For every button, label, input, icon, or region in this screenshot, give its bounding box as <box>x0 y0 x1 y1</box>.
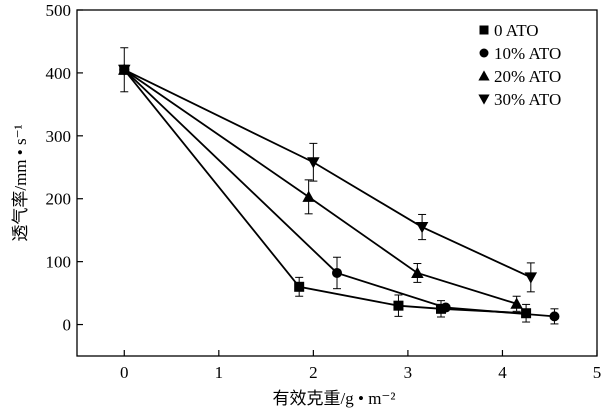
y-tick-label: 500 <box>46 1 72 20</box>
y-axis-title: 透气率/mm • s⁻¹ <box>11 124 30 241</box>
series-line <box>123 69 527 315</box>
data-point <box>411 266 424 278</box>
x-tick-label: 1 <box>215 363 224 382</box>
data-point <box>549 311 560 322</box>
legend: 0 ATO 10% ATO 20% ATO 30% ATO <box>478 21 561 109</box>
legend-label: 0 ATO <box>494 21 539 40</box>
x-tick-label: 2 <box>309 363 318 382</box>
data-point <box>302 190 315 202</box>
data-point <box>524 272 538 284</box>
series-0 <box>119 64 532 323</box>
data-point <box>510 297 523 309</box>
x-tick-label: 3 <box>404 363 413 382</box>
x-tick-label: 5 <box>593 363 602 382</box>
legend-marker <box>479 48 489 58</box>
series-2 <box>118 63 523 312</box>
legend-label: 30% ATO <box>494 90 561 109</box>
data-point <box>332 267 342 278</box>
y-tick-label: 300 <box>46 127 72 146</box>
data-point <box>440 302 451 313</box>
legend-marker <box>478 94 490 105</box>
x-tick-label: 4 <box>498 363 507 382</box>
x-axis-title: 有效克重/g • m⁻² <box>273 389 396 408</box>
data-point <box>307 157 320 169</box>
data-point <box>415 222 429 234</box>
series-line <box>123 68 532 279</box>
y-tick-label: 0 <box>63 316 72 335</box>
y-tick-label: 400 <box>46 64 72 83</box>
series-3 <box>118 47 538 293</box>
legend-label: 10% ATO <box>494 44 561 63</box>
legend-marker <box>478 70 490 81</box>
data-point <box>118 64 131 77</box>
x-tick-label: 0 <box>120 363 129 382</box>
series-line <box>123 69 555 318</box>
legend-marker <box>479 25 489 35</box>
series-layer <box>118 47 560 325</box>
data-point <box>294 281 305 292</box>
y-tick-label: 200 <box>46 190 72 209</box>
y-tick-label: 100 <box>46 253 72 272</box>
series-line <box>123 69 517 305</box>
legend-label: 20% ATO <box>494 67 561 86</box>
plot-frame <box>76 9 598 357</box>
axis-ticks: 0 1 2 3 4 5 0 100 200 300 400 500 <box>46 1 602 382</box>
data-point <box>393 300 404 311</box>
